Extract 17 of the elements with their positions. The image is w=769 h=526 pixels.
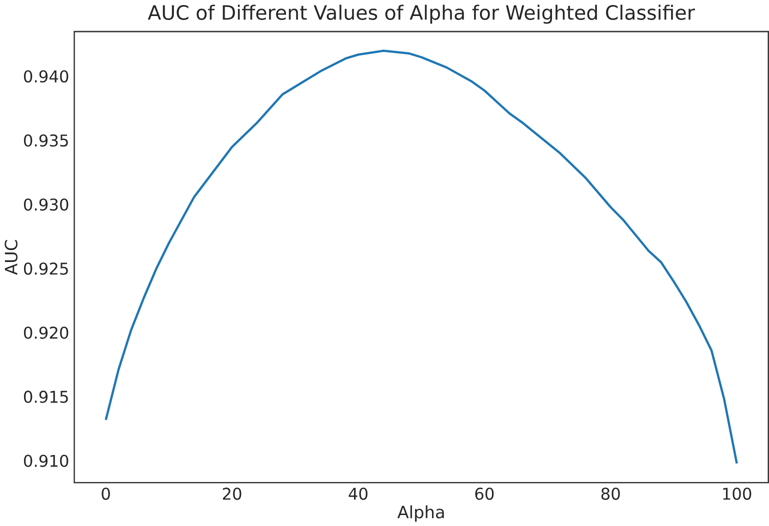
x-axis-title: Alpha	[397, 505, 444, 522]
y-tick-label: 0.910	[24, 454, 68, 467]
y-tick-label: 0.925	[24, 262, 68, 275]
y-tick-label: 0.915	[24, 390, 68, 403]
line-series	[104, 49, 738, 464]
x-tick-label: 20	[222, 487, 242, 500]
x-tick-label: 0	[102, 487, 110, 500]
x-tick-label: 60	[475, 487, 494, 500]
x-tick-label: 100	[723, 487, 752, 500]
y-tick-label: 0.920	[24, 326, 68, 339]
chart-title: AUC of Different Values of Alpha for Weighted Classifier	[148, 4, 695, 24]
y-tick-label: 0.930	[24, 198, 68, 210]
y-tick-label: 0.935	[24, 134, 68, 146]
x-tick-label: 80	[601, 487, 620, 500]
y-tick-label: 0.940	[24, 70, 68, 82]
y-axis-title: AUC	[4, 240, 18, 275]
x-tick-label: 40	[348, 487, 368, 500]
